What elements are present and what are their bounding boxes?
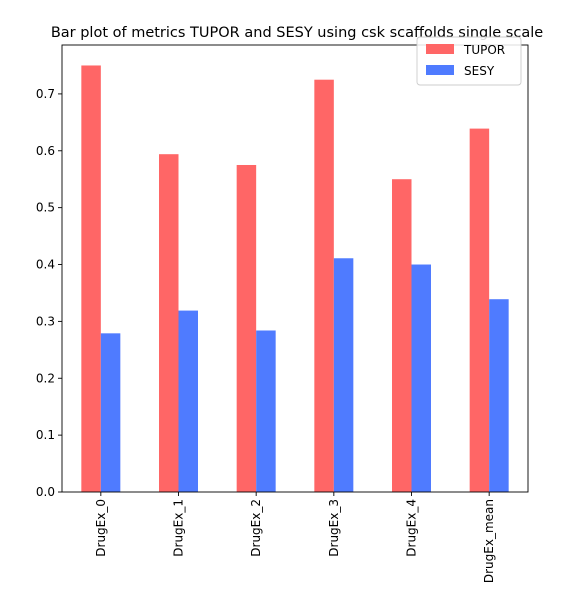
bar-sesy-drugex_0 [100, 333, 121, 492]
bar-tupor-drugex_4 [392, 179, 412, 492]
legend: TUPOR SESY [416, 36, 522, 86]
bar-sesy-drugex_4 [411, 264, 431, 492]
bar-tupor-drugex_0 [81, 65, 101, 493]
bar-sesy-drugex_1 [178, 310, 198, 492]
x-tick-label: DrugEx_3 [327, 499, 341, 557]
x-tick-label: DrugEx_0 [94, 499, 108, 557]
bar-tupor-drugex_mean [469, 128, 490, 492]
bars-layer [81, 65, 509, 493]
y-tick-label: 0.7 [36, 87, 55, 101]
x-tick-label: DrugEx_2 [249, 499, 263, 557]
x-tick-label: DrugEx_mean [482, 499, 496, 583]
bar-sesy-drugex_mean [489, 299, 509, 492]
bar-tupor-drugex_2 [236, 164, 257, 492]
legend-label-tupor: TUPOR [463, 43, 505, 57]
bar-tupor-drugex_3 [314, 79, 334, 492]
y-tick-label: 0.5 [36, 201, 55, 215]
y-tick-label: 0.2 [36, 371, 55, 385]
y-tick-label: 0.4 [36, 258, 55, 272]
y-tick-label: 0.3 [36, 314, 55, 328]
x-tick-label: DrugEx_4 [405, 499, 419, 557]
legend-swatch-tupor [426, 44, 454, 54]
bar-tupor-drugex_1 [159, 154, 179, 492]
legend-label-sesy: SESY [464, 64, 495, 78]
axes-layer: 0.0 0.1 0.2 0.3 0.4 0.5 0.6 0.7 DrugEx_0 DrugEx_1… [36, 44, 529, 583]
y-tick-label: 0.0 [36, 485, 55, 499]
plot-frame [61, 44, 529, 493]
bar-sesy-drugex_3 [333, 258, 354, 492]
y-tick-label: 0.6 [36, 144, 55, 158]
bar-sesy-drugex_2 [256, 330, 276, 492]
legend-swatch-sesy [426, 65, 454, 75]
x-tick-label: DrugEx_1 [172, 499, 186, 557]
y-tick-label: 0.1 [36, 428, 55, 442]
